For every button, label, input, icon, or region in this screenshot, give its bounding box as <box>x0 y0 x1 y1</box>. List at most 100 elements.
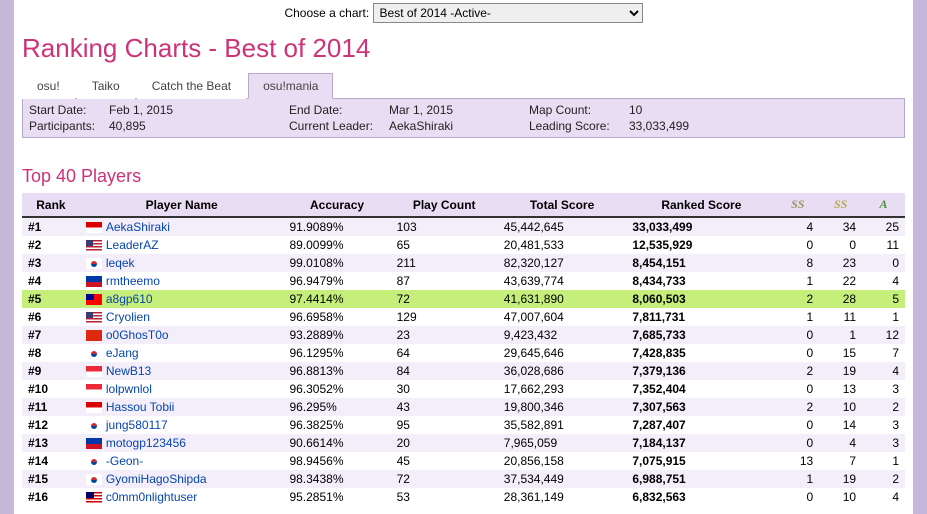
cell-ranked: 6,832,563 <box>626 488 776 506</box>
cell-ssh: 0 <box>776 488 819 506</box>
start-date-value: Feb 1, 2015 <box>109 103 289 117</box>
end-date-value: Mar 1, 2015 <box>389 103 529 117</box>
cell-player: motogp123456 <box>80 434 284 452</box>
cell-ssh: 2 <box>776 362 819 380</box>
player-link[interactable]: Hassou Tobii <box>106 400 174 414</box>
cell-ranked: 33,033,499 <box>626 217 776 236</box>
cell-player: rmtheemo <box>80 272 284 290</box>
table-row: #14-Geon-98.9456%4520,856,1587,075,91513… <box>22 452 905 470</box>
cell-a: 1 <box>862 452 905 470</box>
cell-ss: 15 <box>819 344 862 362</box>
cell-player: NewB13 <box>80 362 284 380</box>
cell-accuracy: 97.4414% <box>283 290 390 308</box>
player-link[interactable]: GyomiHagoShipda <box>106 472 207 486</box>
cell-a: 0 <box>862 254 905 272</box>
cell-playcount: 23 <box>391 326 498 344</box>
player-link[interactable]: Cryolien <box>106 310 150 324</box>
cell-ranked: 8,454,151 <box>626 254 776 272</box>
cell-accuracy: 95.2851% <box>283 488 390 506</box>
cell-ssh: 2 <box>776 398 819 416</box>
table-row: #7o0GhosT0o93.2889%239,423,4327,685,7330… <box>22 326 905 344</box>
cell-playcount: 103 <box>391 217 498 236</box>
col-accuracy: Accuracy <box>283 193 390 217</box>
cell-ssh: 1 <box>776 272 819 290</box>
chart-info: Start Date: Feb 1, 2015 End Date: Mar 1,… <box>22 99 905 138</box>
player-link[interactable]: eJang <box>106 346 139 360</box>
cell-total: 19,800,346 <box>498 398 627 416</box>
cell-ssh: 0 <box>776 416 819 434</box>
cell-total: 20,481,533 <box>498 236 627 254</box>
player-link[interactable]: lolpwnlol <box>106 382 152 396</box>
cell-ranked: 8,060,503 <box>626 290 776 308</box>
cell-playcount: 87 <box>391 272 498 290</box>
cell-player: -Geon- <box>80 452 284 470</box>
cell-ss: 19 <box>819 470 862 488</box>
flag-icon <box>86 276 102 287</box>
cell-ss: 23 <box>819 254 862 272</box>
player-link[interactable]: jung580117 <box>106 418 168 432</box>
cell-rank: #6 <box>22 308 80 326</box>
col-a: A <box>862 193 905 217</box>
mode-tabs: osu!TaikoCatch the Beatosu!mania <box>22 72 905 99</box>
tab-osu-mania[interactable]: osu!mania <box>248 73 333 99</box>
tab-osu-[interactable]: osu! <box>22 73 75 99</box>
cell-ss: 19 <box>819 362 862 380</box>
cell-total: 43,639,774 <box>498 272 627 290</box>
cell-total: 9,423,432 <box>498 326 627 344</box>
table-row: #5a8gp61097.4414%7241,631,8908,060,50322… <box>22 290 905 308</box>
cell-total: 47,007,604 <box>498 308 627 326</box>
table-row: #9NewB1396.8813%8436,028,6867,379,136219… <box>22 362 905 380</box>
cell-accuracy: 93.2889% <box>283 326 390 344</box>
col-ssh: SS <box>776 193 819 217</box>
flag-icon <box>86 348 102 359</box>
cell-ranked: 7,307,563 <box>626 398 776 416</box>
player-link[interactable]: LeaderAZ <box>106 238 159 252</box>
cell-accuracy: 98.9456% <box>283 452 390 470</box>
cell-ssh: 0 <box>776 434 819 452</box>
cell-player: jung580117 <box>80 416 284 434</box>
cell-rank: #10 <box>22 380 80 398</box>
cell-ranked: 7,379,136 <box>626 362 776 380</box>
cell-player: lolpwnlol <box>80 380 284 398</box>
cell-rank: #8 <box>22 344 80 362</box>
tab-catch-the-beat[interactable]: Catch the Beat <box>137 73 246 99</box>
player-link[interactable]: c0mm0nlightuser <box>106 490 197 504</box>
player-link[interactable]: NewB13 <box>106 364 151 378</box>
cell-total: 37,534,449 <box>498 470 627 488</box>
player-link[interactable]: a8gp610 <box>106 292 153 306</box>
player-link[interactable]: AekaShiraki <box>106 220 170 234</box>
cell-player: a8gp610 <box>80 290 284 308</box>
map-count-label: Map Count: <box>529 103 629 117</box>
table-row: #2LeaderAZ89.0099%6520,481,53312,535,929… <box>22 236 905 254</box>
participants-value: 40,895 <box>109 119 289 133</box>
cell-playcount: 72 <box>391 290 498 308</box>
cell-accuracy: 90.6614% <box>283 434 390 452</box>
player-link[interactable]: rmtheemo <box>106 274 160 288</box>
cell-playcount: 211 <box>391 254 498 272</box>
cell-accuracy: 91.9089% <box>283 217 390 236</box>
cell-rank: #1 <box>22 217 80 236</box>
participants-label: Participants: <box>29 119 109 133</box>
player-link[interactable]: -Geon- <box>106 454 143 468</box>
cell-accuracy: 96.3825% <box>283 416 390 434</box>
player-link[interactable]: motogp123456 <box>106 436 186 450</box>
player-link[interactable]: leqek <box>106 256 135 270</box>
flag-icon <box>86 366 102 377</box>
col-rank: Rank <box>22 193 80 217</box>
cell-rank: #2 <box>22 236 80 254</box>
cell-a: 4 <box>862 362 905 380</box>
table-row: #13motogp12345690.6614%207,965,0597,184,… <box>22 434 905 452</box>
cell-accuracy: 89.0099% <box>283 236 390 254</box>
tab-taiko[interactable]: Taiko <box>77 73 135 99</box>
table-row: #1AekaShiraki91.9089%10345,442,64533,033… <box>22 217 905 236</box>
cell-ranked: 6,988,751 <box>626 470 776 488</box>
cell-ranked: 7,811,731 <box>626 308 776 326</box>
cell-player: Hassou Tobii <box>80 398 284 416</box>
flag-icon <box>86 258 102 269</box>
table-row: #15GyomiHagoShipda98.3438%7237,534,4496,… <box>22 470 905 488</box>
player-link[interactable]: o0GhosT0o <box>106 328 169 342</box>
cell-a: 4 <box>862 488 905 506</box>
subheader: Top 40 Players <box>22 166 905 187</box>
cell-ss: 22 <box>819 272 862 290</box>
chart-select[interactable]: Best of 2014 -Active- <box>373 3 643 23</box>
